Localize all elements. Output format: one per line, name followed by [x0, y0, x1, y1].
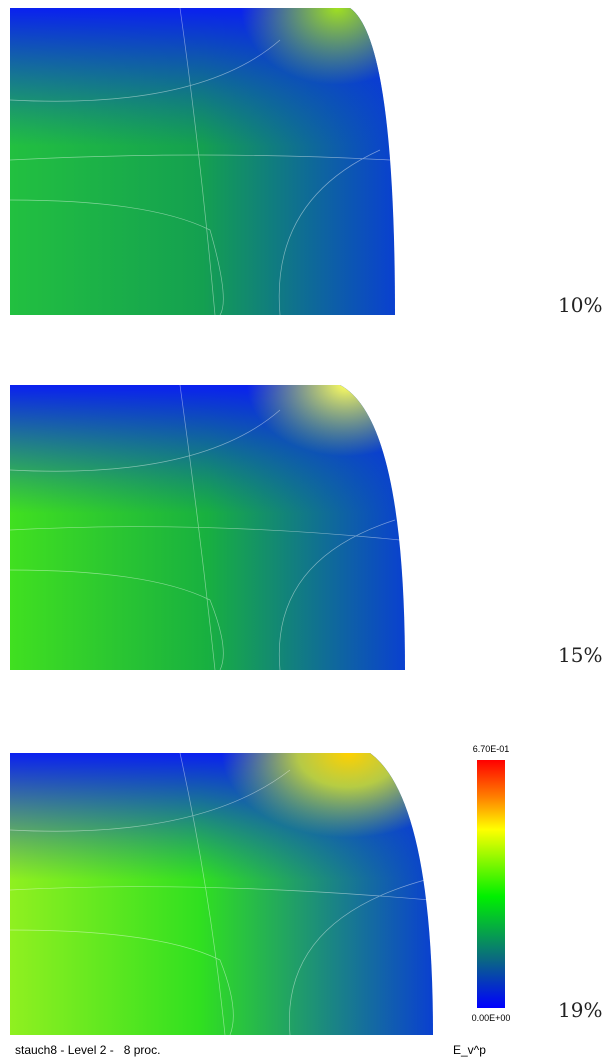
panel-3 [10, 753, 433, 1035]
footer-right: E_v^p [453, 1043, 486, 1057]
panel-1 [10, 8, 395, 315]
figure: 10% 15% 19% 6.70E-01 0.00E+00 stauch8 - … [0, 0, 613, 1062]
panel-2 [10, 385, 405, 670]
colorbar-min: 0.00E+00 [472, 1013, 511, 1023]
panel-label: 15% [558, 643, 602, 667]
colorbar-max: 6.70E-01 [473, 744, 510, 754]
panel-label: 19% [558, 998, 602, 1022]
footer-left: stauch8 - Level 2 - 8 proc. [15, 1043, 160, 1057]
colorbar [477, 760, 505, 1008]
panel-label: 10% [558, 293, 602, 317]
